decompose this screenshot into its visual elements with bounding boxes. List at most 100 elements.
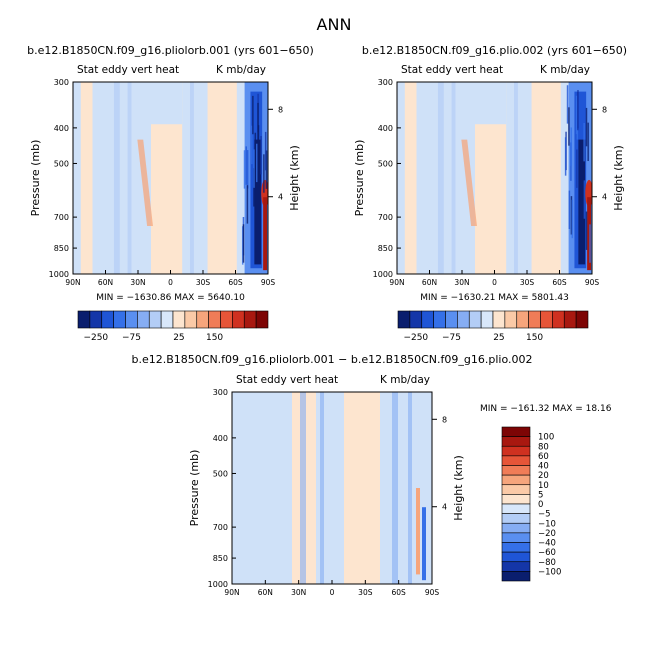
x-tick-label: 90N — [224, 588, 239, 597]
colorbar-swatch — [468, 310, 482, 329]
colorbar-swatch — [160, 310, 174, 329]
field-streak — [245, 146, 247, 185]
units-label: K mb/day — [540, 64, 590, 76]
colorbar-swatch — [457, 310, 470, 329]
colorbar-swatch — [501, 532, 531, 543]
x-tick-label: 30S — [196, 278, 211, 287]
colorbar-label: 20 — [538, 471, 549, 481]
chart-panel-diff: b.e12.B1850CN.f09_g16.pliolorb.001 − b.e… — [131, 353, 611, 597]
y-tick-label: 1000 — [49, 270, 69, 279]
colorbar-swatch — [445, 310, 458, 329]
field-streak — [265, 150, 268, 189]
x-tick-label: 60S — [392, 588, 407, 597]
field-streak — [576, 149, 578, 188]
colorbar-label: 60 — [538, 452, 549, 462]
colorbar-label: 25 — [173, 333, 184, 343]
min-max-label: MIN = −1630.21 MAX = 5801.43 — [420, 293, 569, 303]
y2-tick-label: 8 — [442, 415, 447, 424]
x-tick-label: 30S — [520, 278, 535, 287]
positive-streak — [137, 139, 153, 226]
field-streak — [568, 107, 570, 146]
y2-axis-label: Height (km) — [288, 145, 301, 211]
y-tick-label: 850 — [213, 554, 228, 563]
field-streak — [242, 224, 245, 263]
colorbar-swatch — [232, 310, 245, 329]
colorbar-swatch — [480, 310, 494, 329]
field-streak — [257, 102, 259, 142]
page-title: ANN — [317, 15, 352, 34]
colorbar-swatch — [501, 513, 531, 524]
field-streak — [255, 143, 258, 183]
colorbar-swatch — [501, 436, 531, 447]
y-tick-label: 300 — [378, 78, 393, 87]
field-patch — [475, 82, 507, 125]
x-tick-label: 60N — [422, 278, 437, 287]
negative-streak — [300, 392, 306, 584]
field-streak — [251, 186, 253, 225]
chart-panel-a: b.e12.B1850CN.f09_g16.pliolorb.001 (yrs … — [27, 44, 314, 343]
negative-streak — [320, 392, 324, 584]
field-streak — [585, 211, 588, 250]
colorbar-label: 10 — [538, 481, 549, 491]
y-axis-label: Pressure (mb) — [353, 140, 366, 217]
colorbar-label: 150 — [526, 333, 543, 343]
y-tick-label: 500 — [54, 159, 69, 168]
colorbar-swatch — [492, 310, 506, 329]
field-streak — [585, 107, 588, 147]
field-streak — [260, 136, 262, 175]
field-streak — [566, 85, 569, 124]
y2-axis-label: Height (km) — [452, 455, 465, 521]
colorbar-label: −100 — [538, 567, 561, 577]
negative-streak — [422, 507, 426, 581]
colorbar-swatch — [421, 310, 434, 329]
colorbar-swatch — [501, 494, 531, 505]
colorbar-label: −5 — [538, 510, 551, 520]
variable-label: Stat eddy vert heat — [77, 64, 179, 76]
x-tick-label: 0 — [330, 588, 335, 597]
colorbar-swatch — [409, 310, 423, 329]
y-tick-label: 300 — [213, 388, 228, 397]
field-streak — [571, 199, 574, 239]
x-tick-label: 60S — [552, 278, 567, 287]
colorbar-swatch — [552, 310, 565, 329]
colorbar-swatch — [528, 310, 541, 329]
colorbar-swatch — [501, 465, 531, 476]
y-tick-label: 400 — [54, 124, 69, 133]
x-tick-label: 60N — [258, 588, 273, 597]
colorbar-swatch — [501, 522, 531, 534]
x-tick-label: 60N — [98, 278, 113, 287]
colorbar-label: 5 — [538, 490, 543, 500]
negative-core-deep — [578, 139, 586, 265]
y-tick-label: 400 — [213, 434, 228, 443]
colorbar-swatch — [433, 310, 446, 329]
x-tick-label: 30N — [291, 588, 306, 597]
field-streak — [263, 154, 265, 193]
colorbar-label: −250 — [403, 333, 428, 343]
chart-title: b.e12.B1850CN.f09_g16.pliolorb.001 − b.e… — [131, 353, 532, 366]
colorbar-swatch — [172, 310, 186, 329]
field-background — [232, 392, 432, 584]
colorbar-swatch — [516, 310, 529, 329]
positive-band — [404, 82, 417, 274]
field-streak — [254, 132, 257, 172]
colorbar-swatch — [125, 310, 138, 329]
colorbar-swatch — [501, 455, 531, 466]
field-streak — [564, 137, 567, 176]
y2-tick-label: 4 — [442, 503, 447, 512]
colorbar-label: −40 — [538, 539, 556, 549]
y-axis-label: Pressure (mb) — [29, 140, 42, 217]
x-tick-label: 90S — [425, 588, 440, 597]
field-layer — [232, 392, 432, 584]
positive-column — [587, 197, 592, 271]
colorbar-swatch — [113, 310, 126, 329]
chart-panel-b: b.e12.B1850CN.f09_g16.plio.002 (yrs 601−… — [353, 44, 627, 343]
field-streak — [568, 190, 571, 230]
field-streak — [570, 127, 573, 166]
colorbar-swatch — [501, 571, 531, 582]
colorbar-swatch — [397, 310, 411, 329]
units-label: K mb/day — [216, 64, 266, 76]
colorbar-swatch — [501, 503, 531, 514]
colorbar-label: −60 — [538, 548, 556, 558]
field-streak — [589, 224, 591, 263]
